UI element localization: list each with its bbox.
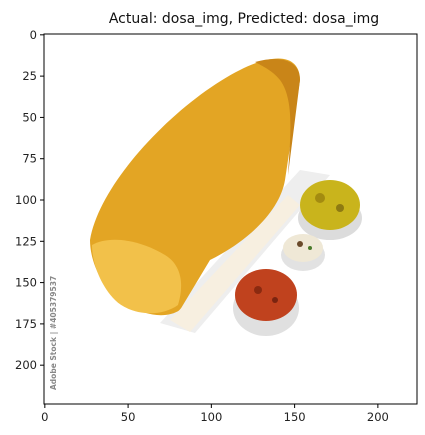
x-tick-label: 50	[121, 410, 136, 424]
figure-title: Actual: dosa_img, Predicted: dosa_img	[109, 11, 379, 27]
y-tick-label: 125	[15, 234, 37, 248]
y-tick-label: 75	[22, 152, 37, 166]
sambar-bowl	[233, 269, 299, 336]
y-axis: 0 25 50 75 100 125 150 175 200	[15, 28, 44, 372]
watermark: Adobe Stock | #405379537	[49, 276, 59, 390]
chutney-bowl-coconut	[281, 234, 325, 271]
x-tick-label: 150	[284, 410, 306, 424]
y-tick-label: 200	[15, 358, 37, 372]
dosa-end	[92, 239, 182, 314]
chutney-bowl-yellow	[298, 180, 362, 240]
x-axis: 0 50 100 150 200	[41, 404, 389, 424]
y-tick-label: 0	[30, 28, 37, 42]
axes-frame	[43, 33, 418, 405]
y-tick-label: 50	[22, 110, 37, 124]
y-tick-label: 175	[15, 317, 37, 331]
image-content: Adobe Stock | #405379537	[44, 34, 417, 404]
x-tick-label: 200	[367, 410, 389, 424]
y-tick-label: 100	[15, 193, 37, 207]
x-tick-label: 0	[41, 410, 48, 424]
x-tick-label: 100	[200, 410, 222, 424]
y-tick-label: 25	[22, 69, 37, 83]
y-tick-label: 150	[15, 276, 37, 290]
